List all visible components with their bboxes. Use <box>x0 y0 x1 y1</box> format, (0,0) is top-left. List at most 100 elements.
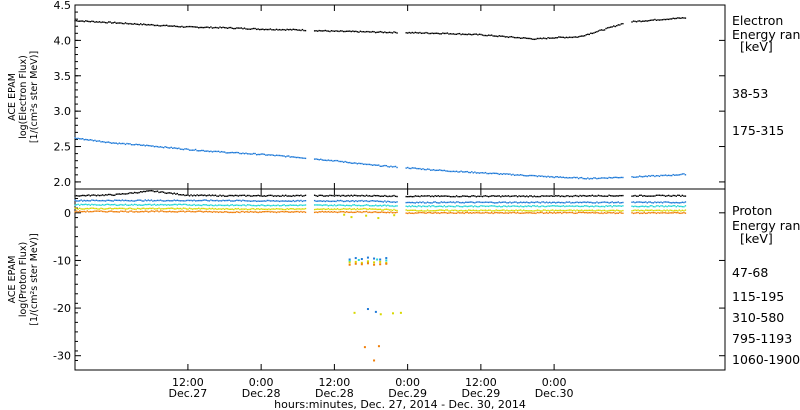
data-point <box>675 17 677 20</box>
data-point <box>489 209 491 211</box>
data-point <box>463 195 465 197</box>
data-point <box>112 142 114 144</box>
data-point <box>342 204 345 207</box>
data-point <box>103 21 105 23</box>
data-point <box>106 141 108 143</box>
data-point <box>680 212 682 215</box>
data-point <box>536 201 539 203</box>
data-point <box>432 32 435 35</box>
data-point <box>298 211 301 213</box>
data-point <box>106 203 108 205</box>
data-point <box>117 193 119 195</box>
data-point <box>617 209 619 212</box>
data-point <box>278 195 281 197</box>
data-point <box>465 33 467 36</box>
data-point <box>532 201 534 204</box>
data-point <box>635 212 638 214</box>
data-point <box>448 205 450 207</box>
data-point <box>461 210 464 212</box>
data-point <box>77 211 79 213</box>
data-point <box>497 205 499 208</box>
data-point <box>474 212 476 214</box>
data-point <box>363 346 366 349</box>
data-point <box>587 177 589 179</box>
data-point <box>199 194 201 196</box>
data-point <box>170 146 172 149</box>
data-point <box>362 30 365 33</box>
data-point <box>567 195 569 197</box>
data-point <box>262 211 264 213</box>
data-point <box>182 207 185 209</box>
data-point <box>568 176 571 179</box>
data-point <box>193 203 195 206</box>
data-point <box>637 195 639 197</box>
data-point <box>368 31 371 33</box>
data-point <box>278 211 281 213</box>
data-point <box>255 195 258 197</box>
data-point <box>564 177 566 179</box>
data-point <box>378 200 380 203</box>
data-point <box>352 162 354 165</box>
data-point <box>144 23 146 26</box>
data-point <box>140 204 142 206</box>
data-point <box>460 33 462 36</box>
data-point <box>675 174 677 176</box>
data-point <box>535 205 537 208</box>
data-point <box>182 148 185 151</box>
data-point <box>275 211 278 214</box>
data-point <box>373 205 375 207</box>
data-point <box>458 209 461 212</box>
data-point <box>92 204 95 206</box>
data-point <box>620 201 623 204</box>
data-point <box>414 212 417 214</box>
data-point <box>172 25 174 27</box>
data-point <box>301 195 304 197</box>
data-point <box>161 24 163 27</box>
data-point <box>248 211 250 214</box>
data-point <box>300 210 302 213</box>
data-point <box>252 152 255 155</box>
data-point <box>92 20 95 23</box>
data-point <box>274 155 276 157</box>
data-point <box>199 208 201 210</box>
data-point <box>167 25 169 27</box>
data-point <box>188 204 191 206</box>
data-point <box>173 203 175 206</box>
data-point <box>670 18 673 20</box>
data-point <box>249 28 252 30</box>
data-point <box>544 195 546 197</box>
data-point <box>579 201 581 204</box>
data-point <box>94 21 96 23</box>
data-point <box>327 210 330 213</box>
data-point <box>635 205 638 208</box>
data-point <box>133 22 136 25</box>
data-point <box>632 212 635 215</box>
data-point <box>83 203 85 206</box>
data-point <box>551 205 554 207</box>
data-point <box>86 210 89 212</box>
data-point <box>89 200 92 202</box>
data-point <box>95 195 98 197</box>
data-point <box>384 200 386 202</box>
data-point <box>532 38 534 40</box>
data-point <box>545 201 548 203</box>
data-point <box>500 196 502 198</box>
data-point <box>620 212 623 214</box>
data-point <box>463 212 465 215</box>
data-point <box>239 27 241 29</box>
data-point <box>544 212 546 214</box>
data-point <box>315 211 317 213</box>
data-point <box>390 165 392 167</box>
data-point <box>335 30 337 32</box>
data-point <box>304 207 307 210</box>
data-point <box>390 209 392 211</box>
data-point <box>509 211 511 214</box>
data-point <box>519 201 522 203</box>
data-point <box>648 20 650 22</box>
data-point <box>551 209 554 211</box>
data-point <box>651 201 653 204</box>
data-point <box>150 189 153 192</box>
data-point <box>570 205 572 207</box>
data-point <box>199 204 201 207</box>
data-point <box>458 32 461 35</box>
